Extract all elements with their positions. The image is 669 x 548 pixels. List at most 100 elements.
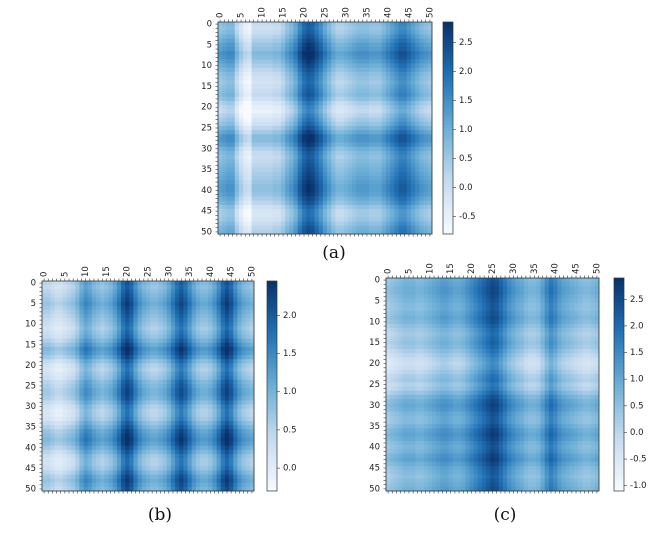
heatmap-cell	[423, 42, 429, 48]
heatmap-cell	[423, 76, 429, 81]
heatmap-cell	[230, 209, 236, 214]
heatmap-cell	[116, 425, 122, 430]
heatmap-cell	[247, 88, 252, 94]
heatmap-cell	[54, 346, 59, 352]
heatmap-cell	[390, 146, 395, 152]
heatmap-cell	[237, 388, 242, 393]
heatmap-cell	[381, 134, 387, 139]
heatmap-cell	[310, 117, 315, 123]
heatmap-cell	[195, 375, 201, 381]
heatmap-cell	[377, 159, 382, 164]
heatmap-cell	[398, 221, 403, 227]
heatmap-cell	[280, 22, 286, 27]
heatmap-cell	[259, 55, 265, 60]
heatmap-cell	[162, 429, 168, 434]
heatmap-cell	[348, 30, 353, 35]
heatmap-cell	[280, 42, 286, 48]
heatmap-cell	[247, 55, 252, 60]
heatmap-cell	[402, 192, 408, 197]
heatmap-cell	[166, 421, 172, 426]
heatmap-cell	[377, 138, 382, 143]
heatmap-cell	[187, 355, 192, 360]
heatmap-cell	[100, 383, 105, 389]
heatmap-cell	[289, 109, 294, 114]
heatmap-cell	[204, 297, 209, 302]
heatmap-cell	[381, 121, 387, 127]
heatmap-cell	[42, 433, 47, 438]
heatmap-cell	[66, 351, 72, 356]
heatmap-cell	[112, 433, 118, 438]
heatmap-cell	[348, 229, 353, 235]
heatmap-cell	[255, 209, 261, 214]
heatmap-cell	[272, 188, 278, 193]
heatmap-cell	[415, 88, 420, 94]
colorbar-segment	[443, 173, 453, 178]
heatmap-cell	[208, 408, 213, 414]
heatmap-cell	[381, 34, 387, 39]
heatmap-cell	[243, 117, 248, 123]
heatmap-cell	[247, 109, 252, 114]
heatmap-cell	[96, 421, 101, 426]
heatmap-cell	[79, 441, 84, 447]
heatmap-cell	[104, 433, 109, 438]
heatmap-cell	[406, 125, 412, 131]
heatmap-cell	[175, 408, 180, 414]
heatmap-cell	[141, 313, 147, 319]
heatmap-cell	[204, 375, 209, 381]
heatmap-cell	[385, 184, 391, 189]
heatmap-cell	[415, 67, 420, 73]
heatmap-cell	[356, 221, 362, 227]
heatmap-cell	[116, 297, 122, 302]
heatmap-cell	[335, 179, 341, 185]
heatmap-cell	[191, 359, 197, 364]
heatmap-cell	[352, 159, 357, 164]
heatmap-cell	[285, 209, 290, 214]
heatmap-cell	[66, 371, 72, 377]
heatmap-cell	[220, 289, 226, 294]
heatmap-cell	[187, 309, 192, 315]
heatmap-cell	[170, 334, 176, 339]
heatmap-cell	[50, 309, 55, 315]
heatmap-cell	[423, 80, 429, 85]
heatmap-cell	[175, 383, 180, 389]
heatmap-cell	[170, 318, 176, 323]
heatmap-cell	[251, 38, 257, 44]
heatmap-cell	[112, 445, 118, 451]
heatmap-cell	[348, 192, 353, 197]
heatmap-cell	[314, 34, 320, 39]
heatmap-cell	[314, 146, 320, 152]
heatmap-cell	[373, 22, 378, 27]
heatmap-cell	[212, 388, 217, 393]
colorbar-segment	[443, 195, 453, 200]
heatmap-cell	[222, 196, 227, 202]
heatmap-cell	[390, 117, 395, 123]
heatmap-cell	[195, 379, 201, 385]
heatmap-cell	[381, 71, 387, 77]
heatmap-cell	[46, 392, 51, 397]
heatmap-cell	[285, 213, 290, 218]
heatmap-cell	[179, 408, 184, 414]
heatmap-cell	[331, 105, 336, 110]
heatmap-cell	[251, 34, 257, 39]
heatmap-cell	[398, 130, 403, 135]
heatmap-cell	[385, 142, 391, 148]
heatmap-cell	[343, 100, 349, 106]
heatmap-cell	[162, 421, 168, 426]
heatmap-cell	[183, 301, 188, 307]
heatmap-cell	[226, 229, 231, 235]
heatmap-cell	[179, 334, 184, 339]
heatmap-cell	[427, 84, 433, 89]
heatmap-cell	[218, 55, 223, 60]
heatmap-cell	[293, 105, 299, 110]
heatmap-cell	[411, 22, 416, 27]
heatmap-cell	[104, 367, 109, 372]
heatmap-cell	[79, 416, 84, 422]
heatmap-cell	[243, 51, 248, 56]
heatmap-cell	[154, 404, 159, 409]
heatmap-cell	[310, 229, 315, 235]
heatmap-cell	[108, 421, 114, 426]
heatmap-cell	[406, 113, 412, 118]
heatmap-cell	[66, 421, 72, 426]
heatmap-cell	[62, 400, 68, 405]
heatmap-cell	[360, 34, 366, 39]
